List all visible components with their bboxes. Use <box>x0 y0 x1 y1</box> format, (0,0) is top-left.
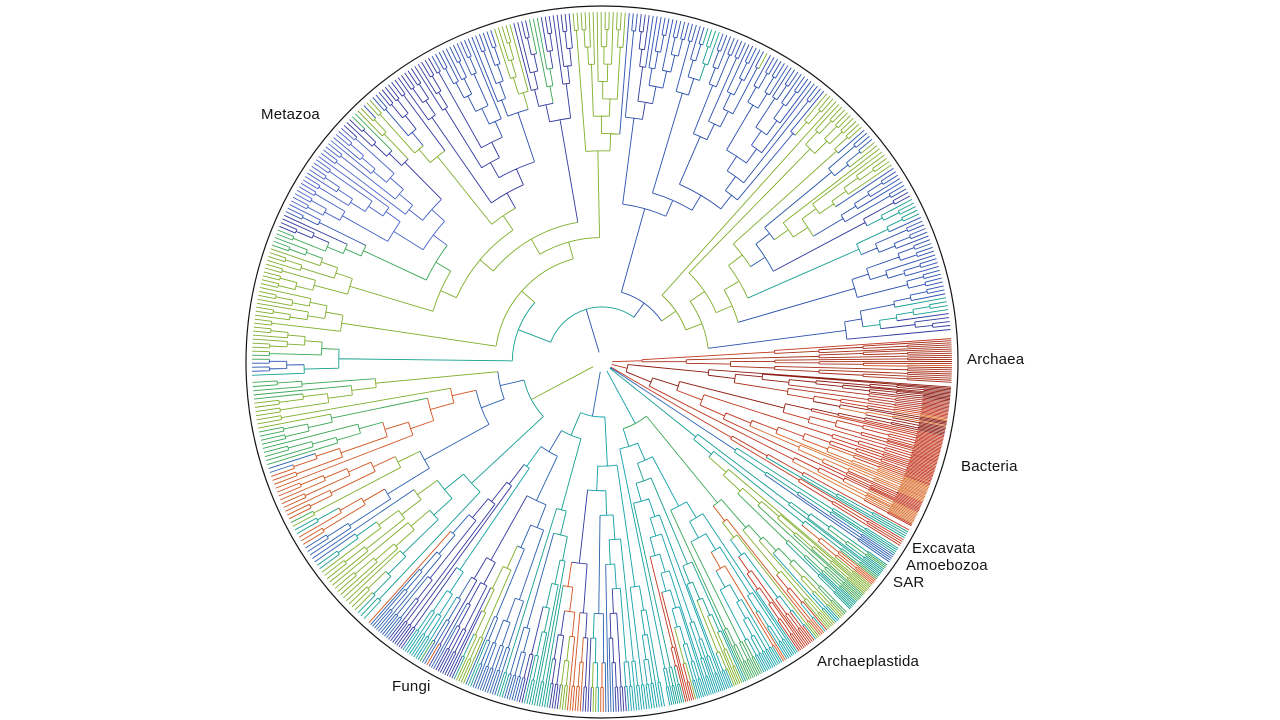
branch-set <box>611 363 949 527</box>
branch-set <box>708 456 872 594</box>
branch-set <box>251 13 946 372</box>
branch-set <box>802 438 931 483</box>
branch-set <box>368 531 604 713</box>
clade-metazoa <box>251 11 951 376</box>
branch-set <box>453 412 582 708</box>
branch-set <box>649 556 828 702</box>
clade-label-excavata: Excavata <box>912 540 976 557</box>
clade-archaea <box>611 338 953 383</box>
clade-label-fungi: Fungi <box>392 678 431 695</box>
branch-set <box>801 524 876 585</box>
branch-set <box>750 129 932 272</box>
branch-set <box>674 522 844 700</box>
branch-set <box>749 407 948 524</box>
branch-set <box>625 364 952 436</box>
branch-set <box>271 388 477 545</box>
clade-label-metazoa: Metazoa <box>261 106 320 123</box>
clade-bacteria <box>611 363 952 527</box>
clade-sar <box>609 367 888 610</box>
branch-set <box>388 464 627 712</box>
branch-set <box>456 545 597 712</box>
branch-set <box>279 13 951 340</box>
branch-set <box>610 366 910 546</box>
branch-set <box>254 366 594 611</box>
clade-label-archaeplastida: Archaeplastida <box>817 653 920 670</box>
clade-label-sar: SAR <box>893 574 925 591</box>
clade-excavata <box>610 366 910 546</box>
branch-set <box>633 463 747 705</box>
branch-set <box>287 128 448 251</box>
branch-set <box>609 367 888 610</box>
clade-label-bacteria: Bacteria <box>961 458 1018 475</box>
branch-set <box>252 11 892 353</box>
branch-set <box>610 367 895 563</box>
clade-archaeplastida <box>606 370 847 706</box>
branch-set <box>766 457 909 539</box>
branch-set <box>641 340 953 383</box>
branch-set <box>252 378 428 523</box>
clade-amoebozoa <box>610 367 899 563</box>
clade-label-archaea: Archaea <box>967 351 1025 368</box>
branch-set <box>419 639 434 662</box>
branch-set <box>370 371 614 712</box>
clade-label-amoebozoa: Amoebozoa <box>906 557 988 574</box>
branch-set <box>734 382 950 412</box>
tree-outer-ring <box>245 5 959 719</box>
branch-set <box>737 493 887 602</box>
branch-set <box>268 371 525 563</box>
branch-set <box>611 338 952 363</box>
branch-set <box>863 364 952 368</box>
clade-fungi <box>368 371 665 713</box>
branch-set <box>252 17 554 360</box>
clade-basal-eukaryotes <box>252 366 594 619</box>
branch-set <box>710 505 825 662</box>
branch-set <box>606 370 840 706</box>
